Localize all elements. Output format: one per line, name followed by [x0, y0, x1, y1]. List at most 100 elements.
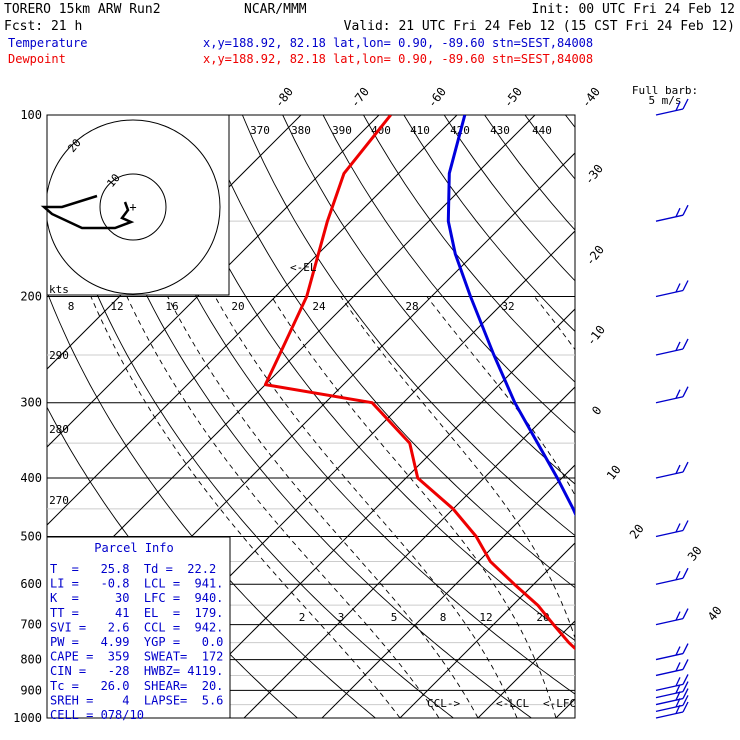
isotherm-label-20: 20: [627, 522, 647, 542]
mixing-ratio-label-upper-20: 20: [231, 300, 244, 313]
parcel-info-title: Parcel Info: [94, 541, 173, 555]
model-title: TORERO 15km ARW Run2: [4, 2, 161, 17]
hodograph-center: +: [129, 200, 136, 214]
isotherm-label-30: 30: [685, 544, 705, 564]
wind-barb-800: [655, 643, 689, 661]
parcel-info-row: TT = 41 EL = 179.: [50, 606, 223, 620]
moist-adiabat-10: [271, 296, 557, 718]
dry-adiabat-290: [120, 115, 575, 695]
parcel-info-row: PW = 4.99 YGP = 0.0: [50, 635, 223, 649]
barb-legend-line2: 5 m/s: [648, 94, 681, 107]
mixing-ratio-label-upper-28: 28: [405, 300, 418, 313]
moist-adiabat--10: [90, 296, 401, 718]
el-annotation: <-EL: [290, 261, 317, 274]
wind-barb-600: [655, 567, 689, 585]
mixing-ratio-label-upper-12: 12: [110, 300, 123, 313]
isotherm-label--70: -70: [348, 85, 372, 111]
temperature-profile: [446, 115, 575, 517]
isotherm-label--40: -40: [579, 85, 603, 111]
hodograph-ring-10: [99, 173, 167, 241]
wind-barb-500: [655, 520, 689, 538]
temperature-location: x,y=188.92, 82.18 lat,lon= 0.90, -89.60 …: [203, 36, 593, 50]
lcl-annotation: <-LCL: [496, 697, 529, 710]
mixing-ratio-label-lower-5: 5: [391, 611, 398, 624]
dry-adiabat-label-270: 270: [49, 494, 69, 507]
mixing-ratio-label-upper-16: 16: [165, 300, 178, 313]
isotherm--30: [243, 386, 575, 718]
mixing-ratio-label-lower-2: 2: [299, 611, 306, 624]
wind-barb-700: [655, 608, 689, 626]
dry-adiabat-320: [241, 115, 575, 537]
pressure-label-800: 800: [20, 653, 42, 667]
isotherm--90: [47, 115, 380, 448]
moist-adiabat-30: [659, 297, 721, 719]
isotherm--20: [321, 464, 575, 718]
parcel-info-panel: Parcel Info T = 25.8 Td = 22.2LI = -0.8 …: [46, 536, 231, 722]
dry-adiabat-340: [322, 115, 575, 434]
wind-barb-300: [655, 386, 689, 404]
wind-barb-100: [655, 98, 689, 116]
pressure-label-700: 700: [20, 618, 42, 632]
moist-adiabat-15: [340, 296, 575, 640]
mixing-ratio-label-lower-3: 3: [338, 611, 345, 624]
parcel-info-row: CELL = 078/10: [50, 708, 144, 722]
isotherm-label-10: 10: [604, 463, 624, 483]
wind-barb-900: [655, 674, 689, 692]
dry-adiabat-label-390: 390: [332, 124, 352, 137]
wind-barb-400: [655, 461, 689, 479]
parcel-info-row: K = 30 LFC = 940.: [50, 591, 223, 605]
dry-adiabat-380: [484, 115, 575, 231]
hodograph-unit: kts: [49, 283, 69, 296]
org-label: NCAR/MMM: [244, 2, 307, 17]
wind-barb-250: [655, 338, 689, 356]
pressure-label-100: 100: [20, 108, 42, 122]
dewpoint-legend: Dewpoint: [8, 52, 66, 66]
isotherm-label-0: 0: [589, 403, 604, 417]
pressure-label-200: 200: [20, 290, 42, 304]
wind-barb-925: [655, 681, 689, 699]
dry-adiabat-label-430: 430: [490, 124, 510, 137]
isotherm--80: [47, 115, 458, 526]
isotherm-30: [699, 115, 740, 731]
mixing-ratio-label-upper-32: 32: [501, 300, 514, 313]
dry-adiabat-270: [47, 143, 455, 718]
dry-adiabat-label-440: 440: [532, 124, 552, 137]
forecast-hour: Fcst: 21 h: [4, 19, 82, 34]
moist-adiabat-20: [426, 296, 575, 497]
isotherm--70: [47, 115, 536, 604]
pressure-label-600: 600: [20, 577, 42, 591]
pressure-label-400: 400: [20, 471, 42, 485]
hodograph-box: [46, 114, 230, 296]
isotherm-label--60: -60: [425, 85, 449, 111]
parcel-info-row: LI = -0.8 LCL = 941.: [50, 577, 223, 591]
barb-legend-line1: Full barb:: [632, 84, 698, 97]
moist-adiabat--5: [126, 296, 440, 718]
isotherm-label--50: -50: [501, 85, 525, 111]
isotherm-20: [621, 115, 740, 731]
parcel-info-row: Tc = 26.0 SHEAR= 20.: [50, 679, 223, 693]
wind-barb-200: [655, 280, 689, 298]
moist-adiabat-25: [534, 296, 575, 351]
parcel-info-row: CAPE = 359 SWEAT= 172: [50, 650, 223, 664]
isotherm-0: [477, 620, 575, 718]
parcel-info-row: SREH = 4 LAPSE= 5.6: [50, 693, 223, 707]
pressure-label-1000: 1000: [13, 711, 42, 725]
moist-adiabat-5: [214, 296, 518, 718]
mixing-ratio-label-lower-8: 8: [440, 611, 447, 624]
valid-time: Valid: 21 UTC Fri 24 Feb 12 (15 CST Fri …: [344, 19, 735, 34]
dry-adiabat-300: [161, 115, 575, 642]
dry-adiabat-400: [565, 115, 575, 128]
hodograph: 10 20 + kts: [40, 114, 230, 296]
dry-adiabat-label-280: 280: [49, 423, 69, 436]
dry-adiabat-280: [80, 115, 533, 718]
pressure-label-900: 900: [20, 683, 42, 697]
dry-adiabat-410: [606, 115, 740, 731]
mixing-ratio-label-upper-24: 24: [312, 300, 326, 313]
pressure-label-500: 500: [20, 529, 42, 543]
dewpoint-profile: [263, 115, 575, 651]
isotherm--40: [165, 308, 575, 718]
dry-adiabat-350: [363, 115, 575, 383]
parcel-info-row: SVI = 2.6 CCL = 942.: [50, 620, 223, 634]
parcel-info-row: T = 25.8 Td = 22.2: [50, 562, 216, 576]
dry-adiabat-420: [646, 115, 740, 731]
